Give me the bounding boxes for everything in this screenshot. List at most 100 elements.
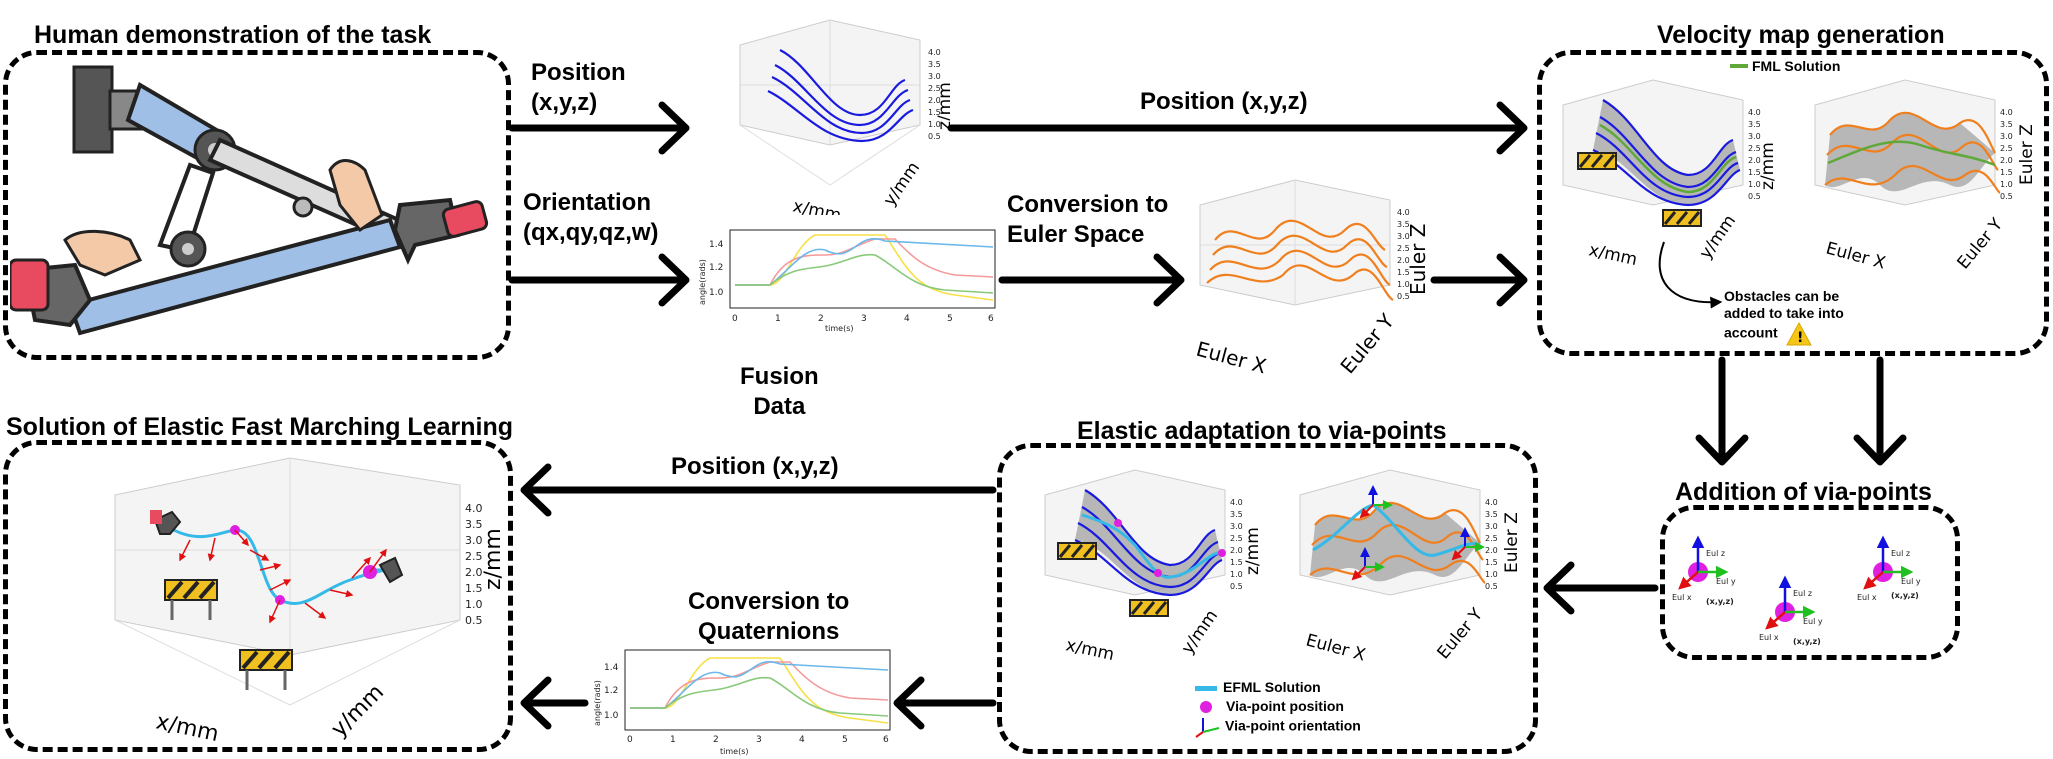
q-angle-tick-1-4: 1.4 <box>604 663 619 673</box>
svg-text:0.5: 0.5 <box>1230 582 1243 591</box>
axis-y-mm-3: y/mm <box>1178 606 1222 658</box>
solution-title: Solution of Elastic Fast Marching Learni… <box>6 413 513 441</box>
plot-position-3d: 4.0 3.5 3.0 2.5 2.0 1.5 1.0 0.5 x/mm y/mm z/mm <box>739 19 950 215</box>
axis-x-mm-2: x/mm <box>1587 240 1639 270</box>
time-tick-0: 0 <box>732 314 738 324</box>
svg-text:2.0: 2.0 <box>1748 156 1761 165</box>
svg-text:1.5: 1.5 <box>928 108 941 117</box>
time-tick-4: 4 <box>904 314 910 324</box>
velocity-map-title: Velocity map generation <box>1657 21 1945 49</box>
fml-legend-label: FML Solution <box>1752 58 1841 74</box>
robot-arm-illustration <box>10 65 489 336</box>
svg-text:3.5: 3.5 <box>1485 510 1498 519</box>
vp2-xyz: (x,y,z) <box>1793 637 1821 646</box>
obstacle-note-line3: account <box>1724 324 1778 341</box>
legend-via-position-label: Via-point position <box>1226 698 1344 714</box>
q-angle-tick-1-0: 1.0 <box>604 711 619 721</box>
svg-text:0.5: 0.5 <box>465 614 483 627</box>
axis-y-mm-4: y/mm <box>327 680 389 742</box>
svg-text:3.0: 3.0 <box>928 72 941 81</box>
vp1-xyz: (x,y,z) <box>1706 597 1734 606</box>
vp3-euly: Eul y <box>1901 577 1921 586</box>
svg-text:2.0: 2.0 <box>1397 256 1410 265</box>
svg-text:3.5: 3.5 <box>1748 120 1761 129</box>
svg-text:1.5: 1.5 <box>2000 168 2013 177</box>
svg-text:3.0: 3.0 <box>1397 232 1410 241</box>
vp1-euly: Eul y <box>1716 577 1736 586</box>
svg-text:2.0: 2.0 <box>1485 546 1498 555</box>
svg-text:1.0: 1.0 <box>2000 180 2013 189</box>
via-point-1 <box>1678 535 1729 590</box>
svg-text:2.5: 2.5 <box>1230 534 1243 543</box>
q-axis-time: time(s) <box>720 747 748 756</box>
svg-text:3.0: 3.0 <box>1748 132 1761 141</box>
position-label-1-line2: (x,y,z) <box>531 89 598 116</box>
addition-viapoints-title: Addition of via-points <box>1675 478 1932 506</box>
svg-text:1.0: 1.0 <box>1230 570 1243 579</box>
svg-text:0.5: 0.5 <box>1485 582 1498 591</box>
svg-text:4.0: 4.0 <box>928 48 941 57</box>
obstacle-note-line2: added to take into <box>1724 305 1844 321</box>
angle-tick-1-4: 1.4 <box>709 240 724 250</box>
svg-text:2.0: 2.0 <box>465 566 483 579</box>
svg-text:3.0: 3.0 <box>1485 522 1498 531</box>
svg-text:1.5: 1.5 <box>1397 268 1410 277</box>
elastic-adaptation-box <box>997 443 1538 754</box>
svg-text:4.0: 4.0 <box>465 502 483 515</box>
legend-via-position-swatch <box>1200 701 1212 714</box>
vp2-eulx: Eul x <box>1759 633 1779 642</box>
legend-efml-swatch <box>1195 685 1217 691</box>
time-tick-3: 3 <box>861 314 867 324</box>
axis-euler-y-2: Euler Y <box>1954 214 2008 273</box>
position-label-top: Position (x,y,z) <box>1140 88 1308 115</box>
axis-angle: angle(rads) <box>698 259 707 305</box>
axis-euler-x-1: Euler X <box>1194 337 1270 375</box>
svg-text:3.0: 3.0 <box>1230 522 1243 531</box>
via-points-illustration: Eul z Eul y Eul x (x,y,z) Eul z Eul y Eu… <box>1672 535 1921 646</box>
fml-legend-swatch <box>1730 64 1748 68</box>
legend-via-position: Via-point position <box>1195 697 1361 716</box>
q-time-tick-1: 1 <box>670 735 676 745</box>
warning-icon: ! <box>1785 321 1812 346</box>
angle-tick-1-0: 1.0 <box>709 288 724 298</box>
time-tick-5: 5 <box>947 314 953 324</box>
vp1-eulx: Eul x <box>1672 593 1692 602</box>
legend-efml-label: EFML Solution <box>1223 679 1321 695</box>
svg-text:1.0: 1.0 <box>465 598 483 611</box>
plot-elastic-euler: 4.0 3.5 3.0 2.5 2.0 1.5 1.0 0.5 Euler X Euler Y… <box>1299 469 1522 665</box>
human-demo-box <box>3 50 511 360</box>
svg-text:2.5: 2.5 <box>1397 244 1410 253</box>
svg-text:0.5: 0.5 <box>2000 192 2013 201</box>
svg-text:3.5: 3.5 <box>2000 120 2013 129</box>
axis-x-mm-4: x/mm <box>154 709 221 747</box>
svg-text:4.0: 4.0 <box>1397 208 1410 217</box>
axis-x-mm-3: x/mm <box>1064 635 1116 665</box>
svg-text:2.5: 2.5 <box>1485 534 1498 543</box>
conversion-euler-line2: Euler Space <box>1007 221 1145 248</box>
q-time-tick-2: 2 <box>713 735 719 745</box>
svg-text:0.5: 0.5 <box>1748 192 1761 201</box>
axis-euler-x-2: Euler X <box>1824 239 1888 274</box>
svg-text:3.5: 3.5 <box>1230 510 1243 519</box>
blue-trajectories <box>767 49 914 143</box>
vp2-euly: Eul y <box>1803 617 1823 626</box>
time-tick-6: 6 <box>988 314 994 324</box>
axis-z-mm-4: z/mm <box>481 528 506 590</box>
human-demo-title: Human demonstration of the task <box>34 21 432 49</box>
addition-viapoints-box <box>1660 505 1960 660</box>
q-time-tick-0: 0 <box>627 735 633 745</box>
plot-quaternion-timeseries: 1.4 1.2 1.0 0 1 2 3 4 5 6 time(s) angle(… <box>593 649 891 756</box>
svg-text:2.5: 2.5 <box>465 550 483 563</box>
axis-euler-z-2: Euler Z <box>2017 124 2037 185</box>
axis-time: time(s) <box>825 324 853 333</box>
via-point-2 <box>1765 575 1816 630</box>
vp1-eulz: Eul z <box>1706 549 1725 558</box>
axis-z-mm-2: z/mm <box>1758 142 1778 190</box>
axis-z-mm-3: z/mm <box>1243 527 1263 575</box>
obstacle-note-line3-wrap: account ! <box>1724 321 1844 346</box>
conversion-euler-line1: Conversion to <box>1007 191 1169 218</box>
axis-y-mm-1: y/mm <box>880 158 924 210</box>
obstacle-note-line1: Obstacles can be <box>1724 288 1840 304</box>
time-tick-1: 1 <box>775 314 781 324</box>
conversion-euler-label: Conversion to Euler Space <box>1007 190 1168 250</box>
